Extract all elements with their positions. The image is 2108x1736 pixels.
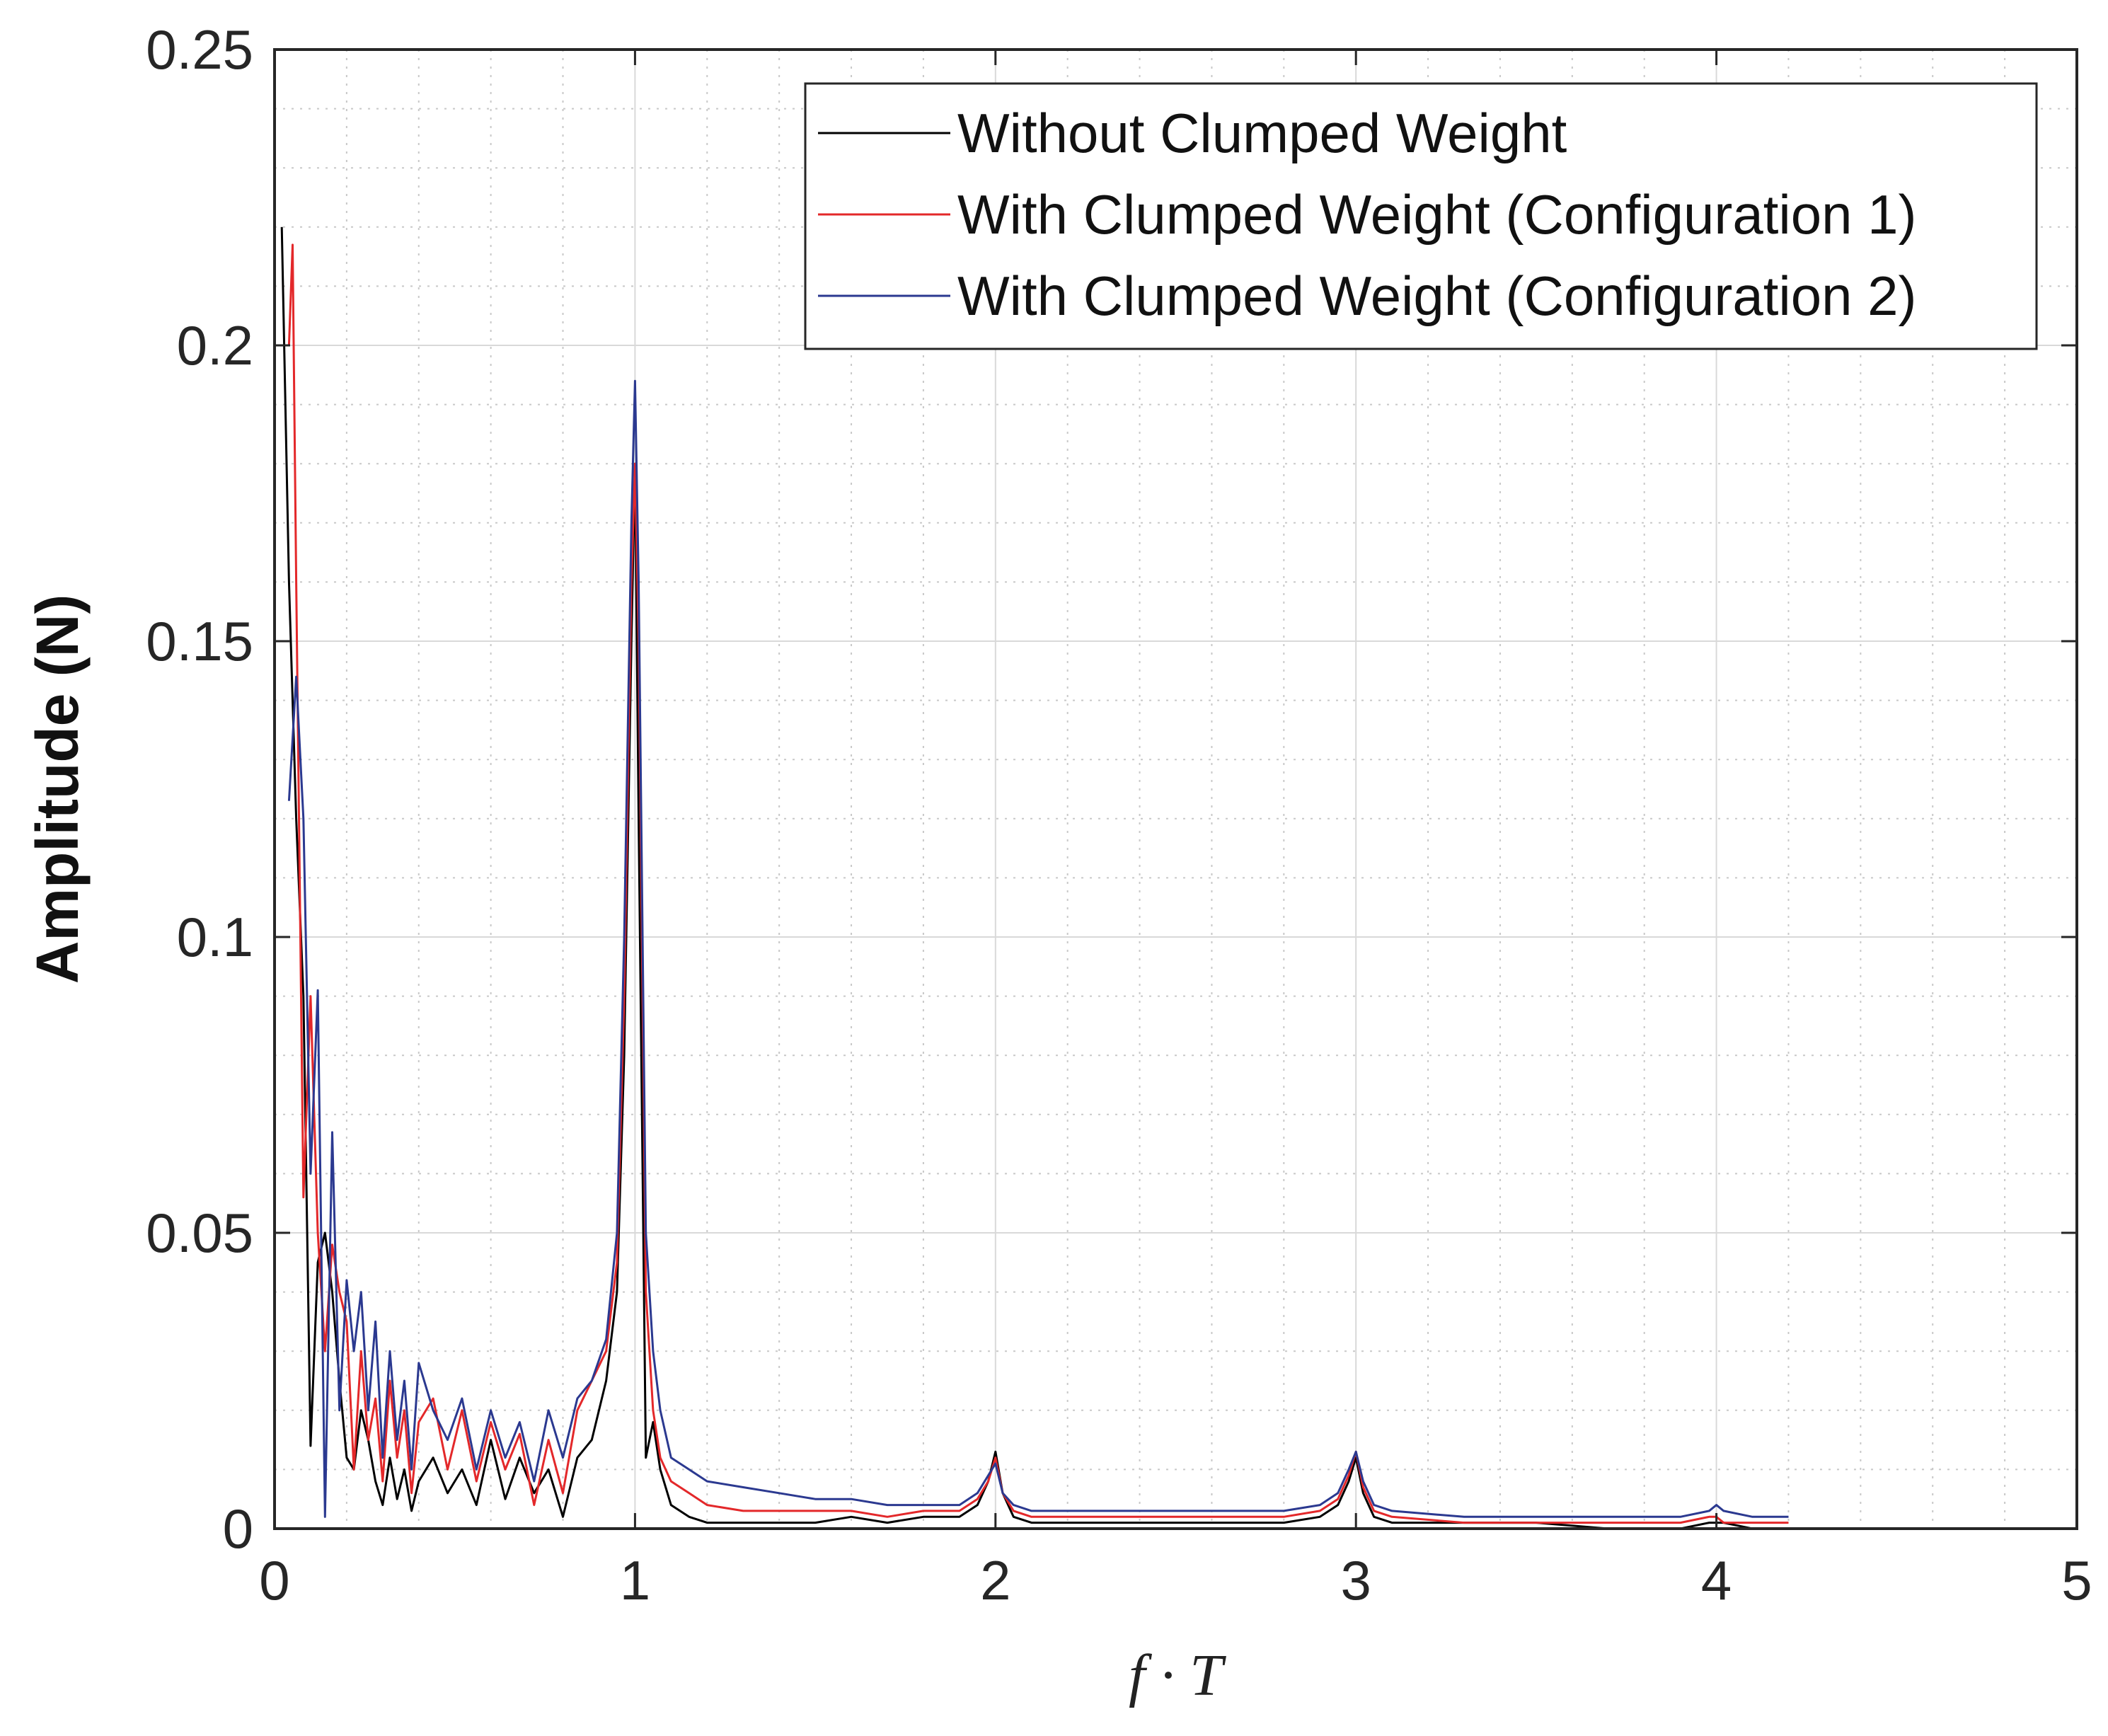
y-tick-label: 0.15 (146, 610, 253, 672)
legend-label-3: With Clumped Weight (Configuration 2) (957, 265, 1916, 327)
x-axis-label: f · T (1129, 1643, 1226, 1708)
y-tick-label: 0.2 (177, 314, 253, 376)
y-tick-label: 0.1 (177, 906, 253, 968)
x-tick-label: 0 (259, 1549, 289, 1611)
series-layer (280, 226, 1789, 1530)
legend-label-2: With Clumped Weight (Configuration 1) (957, 183, 1916, 246)
x-tick-label: 3 (1341, 1549, 1371, 1611)
x-tick-label: 5 (2061, 1549, 2092, 1611)
series-line-1 (280, 226, 1789, 1530)
legend-box (804, 82, 2038, 350)
x-tick-label: 4 (1701, 1549, 1732, 1611)
x-tick-label: 2 (980, 1549, 1010, 1611)
plot-frame (273, 48, 2078, 1530)
axis-ticks (273, 48, 2078, 1530)
x-tick-label: 1 (620, 1549, 650, 1611)
legend: Without Clumped Weight With Clumped Weigh… (804, 82, 2038, 350)
y-axis-label: Amplitude (N) (24, 594, 91, 984)
series-line-2 (287, 243, 1789, 1524)
y-tick-label: 0.05 (146, 1202, 253, 1264)
y-tick-label: 0.25 (146, 18, 253, 81)
series-line-3 (287, 379, 1789, 1518)
tick-labels: 0 1 2 3 4 5 0 0.05 0.1 0.15 0.2 0.25 (146, 18, 2092, 1611)
legend-label-1: Without Clumped Weight (957, 102, 1567, 164)
y-tick-label: 0 (223, 1498, 253, 1560)
